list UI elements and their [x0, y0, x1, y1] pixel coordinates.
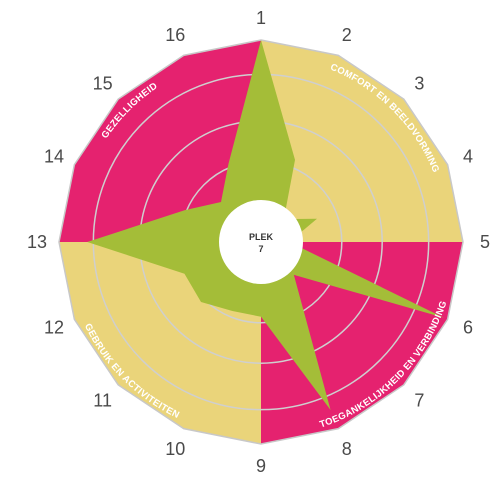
sector-2 [261, 242, 463, 444]
axis-label-15: 15 [93, 74, 113, 94]
center-label-line1: PLEK [249, 232, 274, 242]
axis-label-12: 12 [44, 318, 64, 338]
axis-label-4: 4 [463, 146, 473, 166]
axis-label-13: 13 [27, 232, 47, 252]
axis-label-3: 3 [414, 74, 424, 94]
axis-label-5: 5 [480, 232, 490, 252]
axis-label-7: 7 [414, 390, 424, 410]
sector-4 [59, 40, 261, 242]
axis-label-6: 6 [463, 318, 473, 338]
axis-label-14: 14 [44, 146, 64, 166]
outer-outline [58, 39, 464, 445]
center-label-line2: 7 [258, 244, 263, 254]
center-circle [219, 200, 303, 284]
axis-label-1: 1 [256, 8, 266, 28]
center-badge: PLEK 7 [219, 200, 303, 284]
sector-1 [261, 40, 463, 242]
sector-backgrounds [58, 39, 464, 445]
axis-label-8: 8 [342, 439, 352, 459]
axis-label-11: 11 [93, 390, 112, 410]
axis-label-2: 2 [342, 25, 352, 45]
axis-label-10: 10 [165, 439, 185, 459]
axis-label-9: 9 [256, 456, 266, 476]
axis-label-16: 16 [165, 25, 185, 45]
